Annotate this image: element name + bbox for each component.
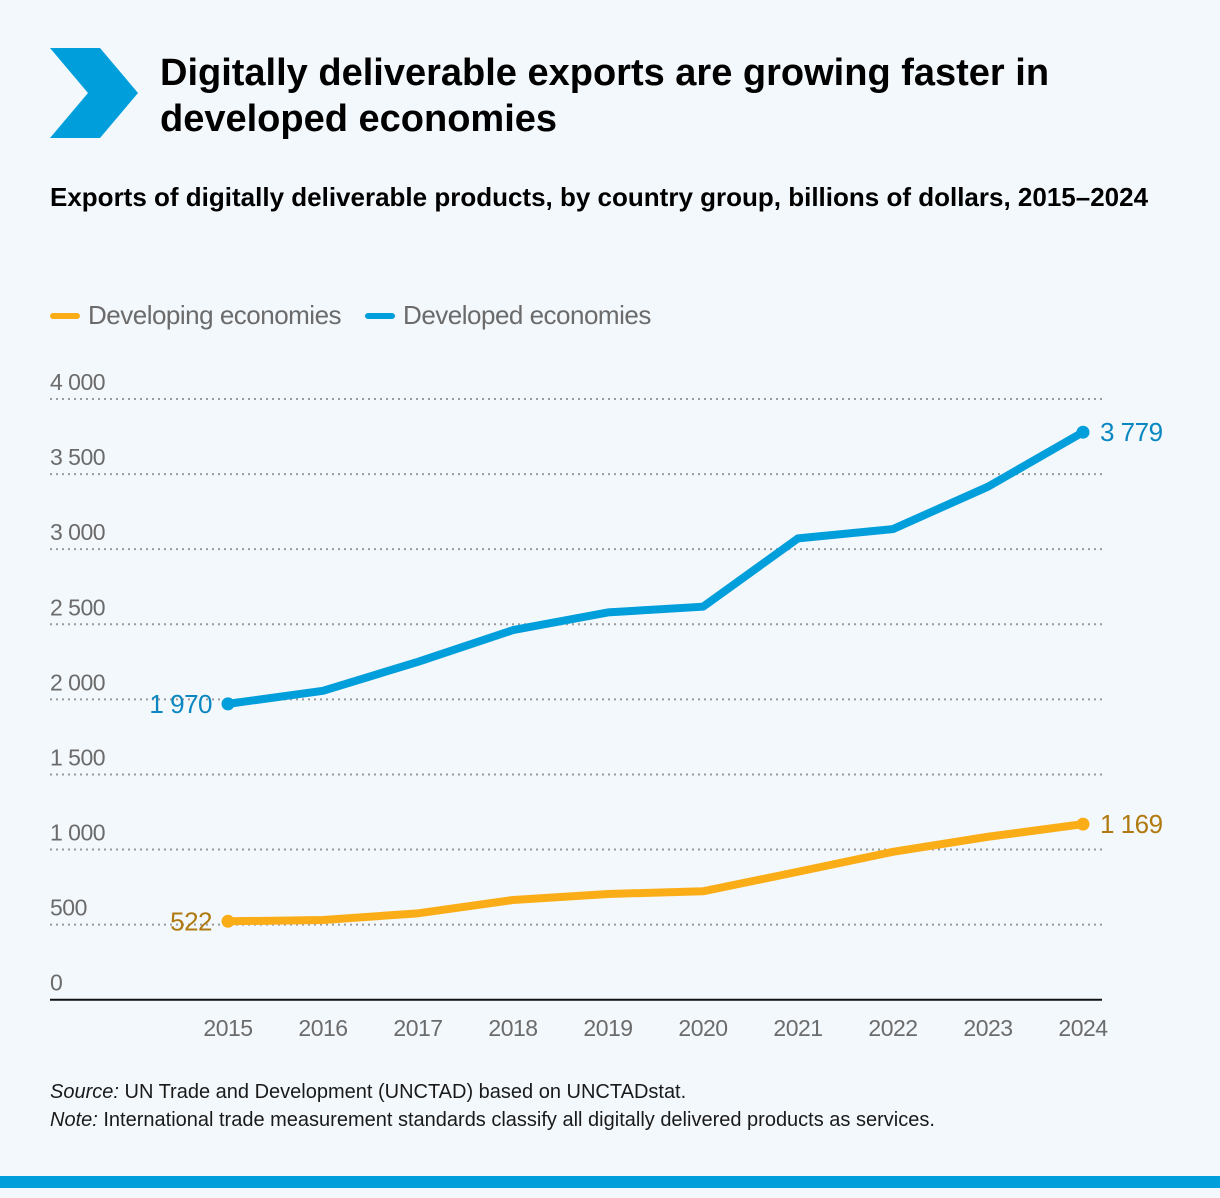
x-tick-label: 2022: [868, 1015, 917, 1041]
x-tick-label: 2024: [1058, 1015, 1108, 1041]
x-tick-label: 2020: [678, 1015, 727, 1041]
data-label-first: 1 970: [149, 689, 212, 719]
x-tick-label: 2015: [203, 1015, 252, 1041]
series-line-developing: [227, 820, 1084, 926]
data-point: [221, 914, 235, 928]
legend: Developing economies Developed economies: [50, 300, 675, 331]
x-tick-label: 2017: [393, 1015, 442, 1041]
legend-label-developed: Developed economies: [403, 300, 651, 330]
footnotes: Source: UN Trade and Development (UNCTAD…: [50, 1078, 935, 1134]
x-tick-label: 2018: [488, 1015, 537, 1041]
source-label: Source:: [50, 1081, 119, 1103]
x-tick-label: 2023: [963, 1015, 1012, 1041]
y-tick-label: 2 000: [50, 669, 105, 695]
legend-swatch-developed: [365, 312, 396, 319]
data-point: [1076, 425, 1090, 439]
x-tick-label: 2021: [773, 1015, 822, 1041]
legend-item-developed: Developed economies: [365, 300, 651, 331]
data-point: [221, 697, 235, 711]
y-tick-label: 4 000: [50, 369, 105, 395]
chevron-logo-icon: [50, 48, 138, 138]
legend-label-developing: Developing economies: [88, 300, 342, 330]
source-text: UN Trade and Development (UNCTAD) based …: [118, 1081, 687, 1103]
y-tick-label: 1 500: [50, 744, 105, 770]
y-tick-label: 3 000: [50, 519, 105, 545]
series-line-developed: [227, 428, 1085, 708]
chart-subtitle: Exports of digitally deliverable product…: [50, 182, 1149, 212]
y-tick-label: 1 000: [50, 820, 105, 846]
data-label-first: 522: [170, 906, 212, 936]
note-line: Note: International trade measurement st…: [50, 1106, 935, 1134]
data-point: [1076, 817, 1090, 831]
x-tick-label: 2016: [298, 1015, 347, 1041]
y-tick-label: 2 500: [50, 594, 105, 620]
line-chart: 0 500 1 000 1 500 2 000 2 500 3 000 3 500 4 000 2…: [50, 369, 1163, 1041]
note-label: Note:: [50, 1109, 98, 1131]
page-title: Digitally deliverable exports are growin…: [160, 52, 1050, 140]
note-text: International trade measurement standard…: [97, 1109, 935, 1131]
y-tick-label: 500: [50, 895, 87, 921]
y-tick-label: 3 500: [50, 444, 105, 470]
legend-swatch-developing: [50, 312, 80, 319]
x-tick-label: 2019: [583, 1015, 632, 1041]
bottom-accent-bar: [0, 1176, 1220, 1188]
data-label-last: 3 779: [1100, 417, 1163, 447]
data-label-last: 1 169: [1100, 809, 1163, 839]
source-line: Source: UN Trade and Development (UNCTAD…: [50, 1078, 935, 1106]
y-tick-label: 0: [50, 970, 62, 996]
legend-item-developing: Developing economies: [50, 300, 342, 331]
